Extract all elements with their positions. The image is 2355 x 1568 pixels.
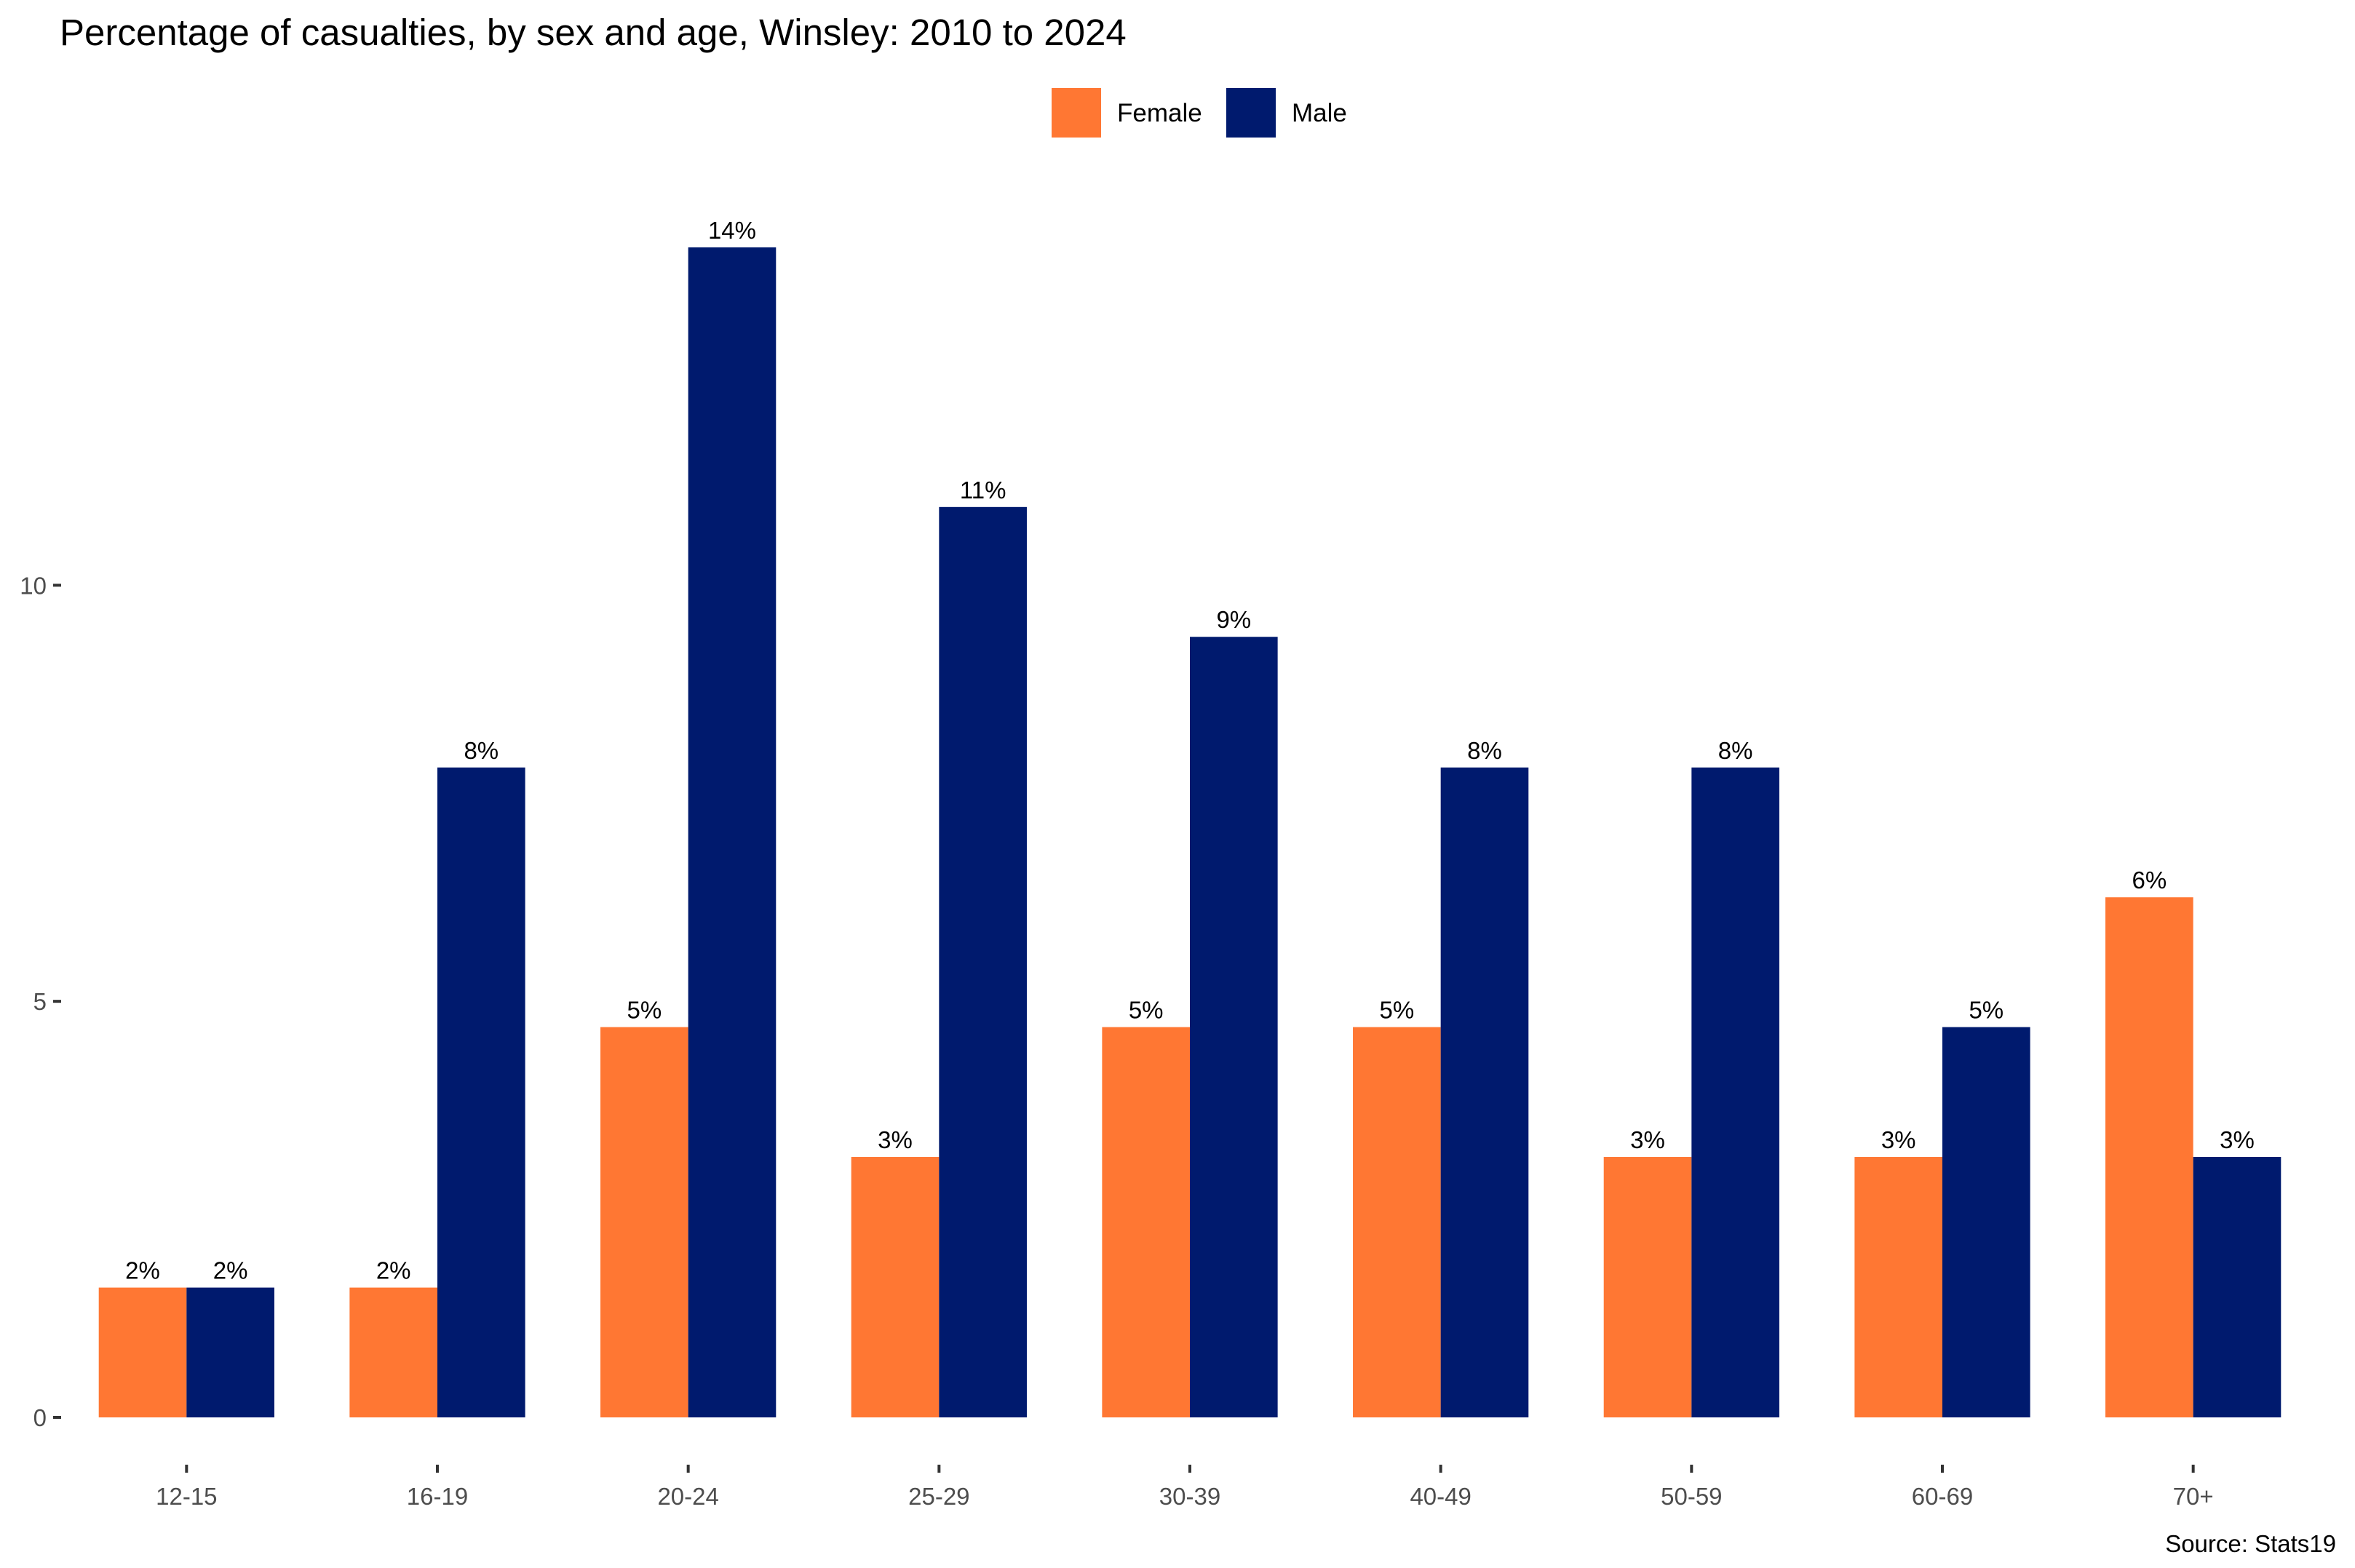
x-tick-label: 30-39: [1159, 1483, 1220, 1510]
x-tick-label: 16-19: [407, 1483, 468, 1510]
data-labels: 2% 2% 2% 8% 5% 14% 3% 11% 5% 9% 5% 8% 3% 8% 3% 5% 6% 3%: [125, 217, 2255, 1284]
bar-female-16-19: [349, 1287, 437, 1417]
legend-label: Male: [1292, 99, 1347, 127]
data-label: 6%: [2132, 867, 2167, 894]
y-axis: 0 5 10: [20, 572, 61, 1431]
data-label: 5%: [1379, 997, 1414, 1024]
bar-male-70+: [2193, 1157, 2281, 1417]
y-tick-label: 5: [33, 988, 47, 1015]
legend: Female Male: [1052, 88, 1347, 138]
data-label: 5%: [627, 997, 662, 1024]
bar-male-50-59: [1691, 767, 1779, 1417]
data-label: 3%: [1881, 1126, 1916, 1153]
bar-female-20-24: [600, 1027, 688, 1417]
x-tick-label: 60-69: [1912, 1483, 1973, 1510]
y-tick-label: 10: [20, 572, 47, 599]
bar-male-12-15: [186, 1287, 274, 1417]
data-label: 9%: [1216, 606, 1251, 633]
bar-female-30-39: [1102, 1027, 1190, 1417]
x-axis: 12-15 16-19 20-24 25-29 30-39 40-49 50-59 60-69…: [156, 1465, 2214, 1510]
data-label: 2%: [376, 1257, 411, 1284]
bar-female-12-15: [98, 1287, 187, 1417]
bar-male-20-24: [688, 247, 777, 1417]
data-label: 2%: [213, 1257, 248, 1284]
bar-female-60-69: [1854, 1157, 1942, 1417]
bars: [98, 247, 2281, 1418]
bar-male-25-29: [939, 506, 1027, 1418]
bar-male-16-19: [437, 767, 525, 1417]
x-tick-label: 70+: [2173, 1483, 2214, 1510]
y-tick-label: 0: [33, 1404, 47, 1431]
x-tick-label: 50-59: [1661, 1483, 1722, 1510]
data-label: 8%: [1467, 737, 1502, 764]
bar-female-25-29: [851, 1157, 940, 1417]
x-tick-label: 25-29: [908, 1483, 969, 1510]
bar-male-60-69: [1942, 1027, 2030, 1417]
bar-male-40-49: [1440, 767, 1529, 1417]
bar-female-70+: [2105, 897, 2193, 1417]
chart-title: Percentage of casualties, by sex and age…: [60, 12, 1127, 53]
chart-caption: Source: Stats19: [2165, 1530, 2336, 1557]
data-label: 11%: [960, 477, 1006, 504]
data-label: 2%: [125, 1257, 160, 1284]
data-label: 3%: [1630, 1126, 1665, 1153]
data-label: 8%: [464, 737, 499, 764]
data-label: 8%: [1718, 737, 1753, 764]
x-tick-label: 20-24: [657, 1483, 718, 1510]
data-label: 5%: [1969, 997, 2003, 1024]
bar-female-50-59: [1603, 1157, 1692, 1417]
data-label: 5%: [1129, 997, 1164, 1024]
x-tick-label: 40-49: [1410, 1483, 1471, 1510]
bar-male-30-39: [1190, 637, 1278, 1417]
data-label: 3%: [878, 1126, 913, 1153]
bar-female-40-49: [1353, 1027, 1441, 1417]
x-tick-label: 12-15: [156, 1483, 217, 1510]
legend-label: Female: [1117, 99, 1202, 127]
data-label: 14%: [708, 217, 756, 244]
legend-key-female: [1052, 88, 1101, 138]
legend-key-male: [1226, 88, 1276, 138]
data-label: 3%: [2220, 1126, 2255, 1153]
